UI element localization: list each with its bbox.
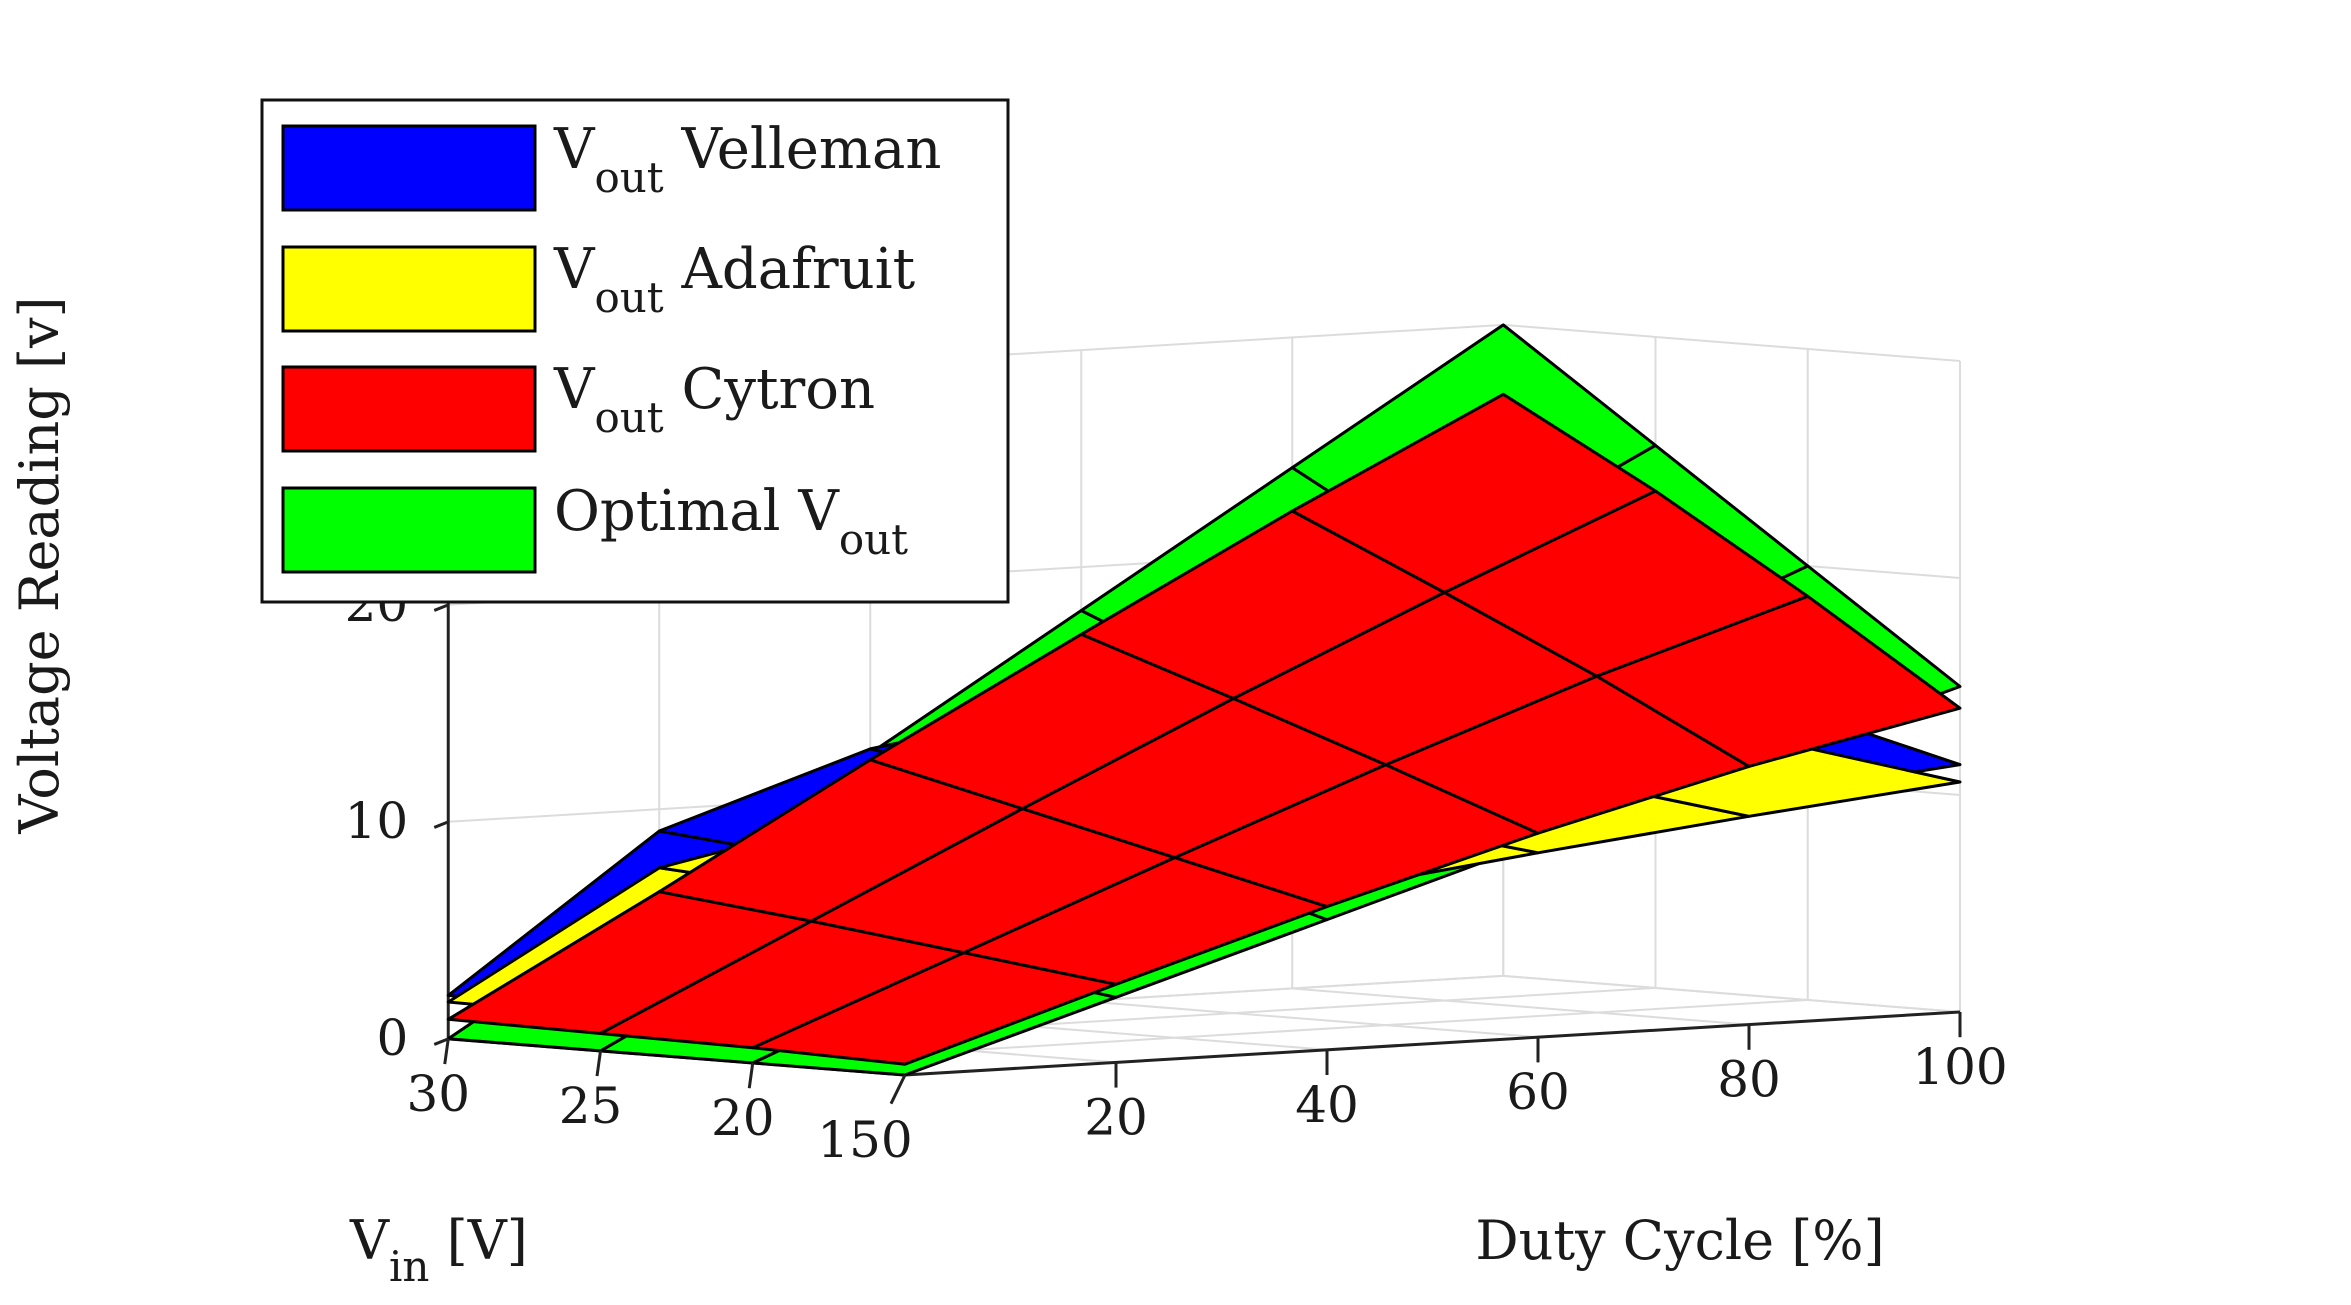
legend-entry-adafruit: Vout Adafruit	[281, 237, 916, 333]
grid-line-floor-x	[1503, 974, 1961, 1013]
y-axis-label: Vin [V]	[349, 1209, 528, 1291]
legend-entry-velleman: Vout Velleman	[281, 117, 941, 212]
legend-swatch-adafruit	[281, 245, 537, 333]
x-axis-label: Duty Cycle [%]	[1475, 1209, 1884, 1272]
z-tick-label-mark	[433, 603, 449, 612]
z-tick-label: 10	[345, 792, 409, 850]
x-axis-line	[904, 1010, 1961, 1077]
chart-surfaces	[446, 323, 1962, 1077]
z-tick-label: 0	[376, 1009, 408, 1067]
y-axis-label-main: V	[349, 1209, 390, 1272]
z-axis-label: Voltage Reading [v]	[8, 296, 71, 834]
legend-swatch-optimal	[281, 486, 537, 574]
chart-legend: Vout Velleman Vout Adafruit Vout Cytron …	[260, 98, 1010, 604]
legend-label-cytron: Vout Cytron	[553, 357, 875, 442]
y-tick-label-corner-mark	[889, 1074, 907, 1105]
y-tick-label-mark	[747, 1062, 755, 1089]
y-axis-label-sub: in	[389, 1242, 429, 1291]
z-tick-label-mark	[433, 1037, 449, 1046]
grid-line-floor-x	[1292, 987, 1750, 1026]
surface-cytron	[446, 392, 1962, 1066]
surface-cytron-patch	[1595, 594, 1962, 768]
legend-label-velleman: Vout Velleman	[553, 117, 941, 202]
legend-label-adafruit: Vout Adafruit	[553, 237, 916, 322]
x-tick-label: 60	[1506, 1063, 1570, 1121]
legend-entry-optimal: Optimal Vout	[281, 479, 908, 574]
y-tick-label-corner: 150	[817, 1111, 912, 1169]
y-tick-label: 25	[559, 1077, 623, 1135]
legend-swatch-velleman	[281, 124, 537, 212]
x-tick-label: 80	[1717, 1051, 1781, 1109]
y-tick-label: 30	[406, 1065, 470, 1123]
legend-swatch-cytron	[281, 365, 537, 453]
y-tick-label-mark	[595, 1050, 602, 1077]
legend-entry-cytron: Vout Cytron	[281, 357, 875, 453]
legend-label-optimal: Optimal Vout	[554, 479, 908, 564]
x-tick-label: 20	[1084, 1088, 1148, 1146]
y-tick-label-mark	[443, 1038, 450, 1065]
y-axis-label-suffix: [V]	[429, 1209, 527, 1272]
z-tick-label-mark	[433, 820, 449, 829]
y-tick-label: 20	[711, 1089, 775, 1147]
x-tick-label: 40	[1295, 1076, 1359, 1134]
grid-line-floor-x	[1081, 1000, 1539, 1039]
x-tick-label: 100	[1912, 1038, 2007, 1096]
